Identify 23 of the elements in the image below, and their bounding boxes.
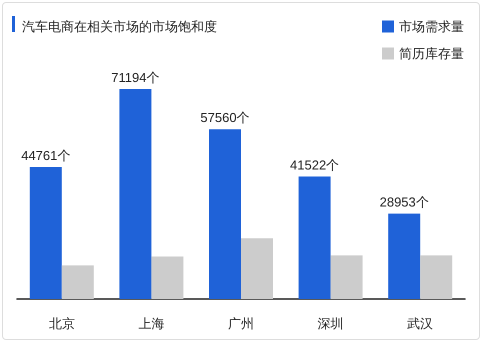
chart-title: 汽车电商在相关市场的市场饱和度 <box>22 19 217 34</box>
x-tick-label: 武汉 <box>407 316 434 331</box>
x-tick-label: 上海 <box>138 316 164 331</box>
bar <box>330 255 363 299</box>
data-label: 28953个 <box>380 194 429 210</box>
bar <box>119 88 152 299</box>
data-label: 44761个 <box>21 148 70 163</box>
legend-label: 市场需求量 <box>399 19 464 34</box>
data-label: 57560个 <box>200 110 250 126</box>
data-label: 41522个 <box>290 158 340 173</box>
bar <box>62 265 94 299</box>
bar <box>298 176 331 299</box>
bar <box>30 166 62 299</box>
x-tick-label: 北京 <box>48 316 75 331</box>
bar <box>420 255 452 299</box>
legend-label: 简历库存量 <box>399 46 464 61</box>
data-label: 71194个 <box>111 70 160 85</box>
bar <box>209 129 241 299</box>
bar <box>241 238 273 299</box>
bar <box>151 256 184 299</box>
x-tick-label: 深圳 <box>318 316 344 331</box>
x-tick-label: 广州 <box>228 316 254 331</box>
bar <box>388 214 420 299</box>
